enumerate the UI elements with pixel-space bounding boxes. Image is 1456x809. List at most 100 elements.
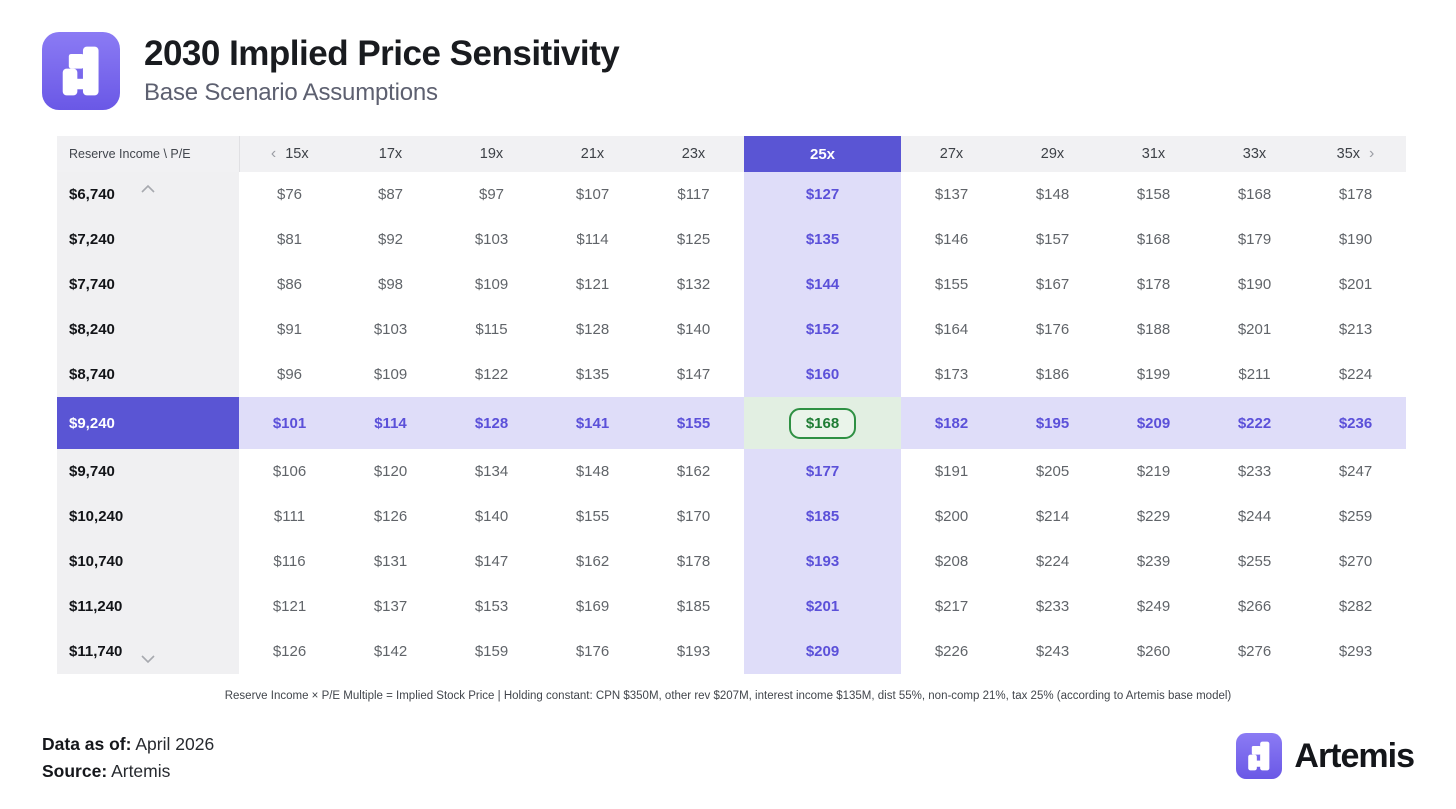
cell[interactable]: $98: [340, 262, 441, 307]
cell[interactable]: $81: [239, 217, 340, 262]
cell[interactable]: $282: [1305, 584, 1406, 629]
cell[interactable]: $135: [542, 352, 643, 397]
cell[interactable]: $131: [340, 539, 441, 584]
cell[interactable]: $87: [340, 172, 441, 217]
cell[interactable]: $107: [542, 172, 643, 217]
cell[interactable]: $229: [1103, 494, 1204, 539]
cell[interactable]: $120: [340, 449, 441, 494]
column-header-29x[interactable]: 29x: [1002, 136, 1103, 172]
cell[interactable]: $140: [441, 494, 542, 539]
row-label-10240[interactable]: $10,240: [57, 494, 239, 539]
row-label-8740[interactable]: $8,740: [57, 352, 239, 397]
cell[interactable]: $193: [744, 539, 901, 584]
cell[interactable]: $121: [239, 584, 340, 629]
row-label-9740[interactable]: $9,740: [57, 449, 239, 494]
column-header-23x[interactable]: 23x: [643, 136, 744, 172]
cell[interactable]: $76: [239, 172, 340, 217]
scroll-up-icon[interactable]: [140, 184, 156, 194]
cell[interactable]: $205: [1002, 449, 1103, 494]
cell[interactable]: $173: [901, 352, 1002, 397]
cell[interactable]: $126: [239, 629, 340, 674]
cell[interactable]: $101: [239, 397, 340, 449]
cell[interactable]: $114: [542, 217, 643, 262]
cell[interactable]: $141: [542, 397, 643, 449]
cell[interactable]: $176: [542, 629, 643, 674]
cell[interactable]: $270: [1305, 539, 1406, 584]
cell[interactable]: $233: [1204, 449, 1305, 494]
cell[interactable]: $152: [744, 307, 901, 352]
cell[interactable]: $147: [643, 352, 744, 397]
cell[interactable]: $214: [1002, 494, 1103, 539]
column-header-31x[interactable]: 31x: [1103, 136, 1204, 172]
cell[interactable]: $208: [901, 539, 1002, 584]
cell[interactable]: $178: [643, 539, 744, 584]
row-label-7240[interactable]: $7,240: [57, 217, 239, 262]
cell[interactable]: $236: [1305, 397, 1406, 449]
cell[interactable]: $160: [744, 352, 901, 397]
column-header-21x[interactable]: 21x: [542, 136, 643, 172]
cell[interactable]: $142: [340, 629, 441, 674]
column-header-35x[interactable]: 35x ›: [1305, 136, 1406, 172]
cell[interactable]: $134: [441, 449, 542, 494]
cell[interactable]: $162: [643, 449, 744, 494]
cell[interactable]: $168: [1204, 172, 1305, 217]
cell[interactable]: $188: [1103, 307, 1204, 352]
cell[interactable]: $125: [643, 217, 744, 262]
cell[interactable]: $97: [441, 172, 542, 217]
cell[interactable]: $191: [901, 449, 1002, 494]
cell[interactable]: $137: [340, 584, 441, 629]
cell[interactable]: $116: [239, 539, 340, 584]
cell[interactable]: $168: [744, 397, 901, 449]
cell[interactable]: $148: [542, 449, 643, 494]
cell[interactable]: $155: [542, 494, 643, 539]
cell[interactable]: $128: [542, 307, 643, 352]
cell[interactable]: $144: [744, 262, 901, 307]
row-label-10740[interactable]: $10,740: [57, 539, 239, 584]
cell[interactable]: $169: [542, 584, 643, 629]
cell[interactable]: $185: [744, 494, 901, 539]
column-header-25x[interactable]: 25x: [744, 136, 901, 172]
cell[interactable]: $190: [1305, 217, 1406, 262]
cell[interactable]: $209: [744, 629, 901, 674]
row-label-8240[interactable]: $8,240: [57, 307, 239, 352]
cell[interactable]: $157: [1002, 217, 1103, 262]
cell[interactable]: $193: [643, 629, 744, 674]
cell[interactable]: $195: [1002, 397, 1103, 449]
row-label-11740[interactable]: $11,740: [57, 629, 239, 674]
cell[interactable]: $111: [239, 494, 340, 539]
cell[interactable]: $201: [1305, 262, 1406, 307]
cell[interactable]: $168: [1103, 217, 1204, 262]
chevron-left-icon[interactable]: ‹: [270, 145, 277, 162]
cell[interactable]: $117: [643, 172, 744, 217]
cell[interactable]: $103: [441, 217, 542, 262]
cell[interactable]: $109: [441, 262, 542, 307]
cell[interactable]: $103: [340, 307, 441, 352]
row-label-11240[interactable]: $11,240: [57, 584, 239, 629]
cell[interactable]: $255: [1204, 539, 1305, 584]
chevron-right-icon[interactable]: ›: [1369, 145, 1375, 162]
cell[interactable]: $179: [1204, 217, 1305, 262]
cell[interactable]: $91: [239, 307, 340, 352]
cell[interactable]: $224: [1002, 539, 1103, 584]
cell[interactable]: $167: [1002, 262, 1103, 307]
cell[interactable]: $178: [1305, 172, 1406, 217]
cell[interactable]: $260: [1103, 629, 1204, 674]
cell[interactable]: $233: [1002, 584, 1103, 629]
cell[interactable]: $247: [1305, 449, 1406, 494]
cell[interactable]: $224: [1305, 352, 1406, 397]
cell[interactable]: $186: [1002, 352, 1103, 397]
column-header-15x[interactable]: ‹ 15x: [239, 136, 340, 172]
cell[interactable]: $244: [1204, 494, 1305, 539]
cell[interactable]: $211: [1204, 352, 1305, 397]
cell[interactable]: $159: [441, 629, 542, 674]
cell[interactable]: $148: [1002, 172, 1103, 217]
cell[interactable]: $190: [1204, 262, 1305, 307]
cell[interactable]: $259: [1305, 494, 1406, 539]
cell[interactable]: $121: [542, 262, 643, 307]
cell[interactable]: $106: [239, 449, 340, 494]
cell[interactable]: $126: [340, 494, 441, 539]
cell[interactable]: $217: [901, 584, 1002, 629]
row-label-6740[interactable]: $6,740: [57, 172, 239, 217]
cell[interactable]: $137: [901, 172, 1002, 217]
cell[interactable]: $243: [1002, 629, 1103, 674]
